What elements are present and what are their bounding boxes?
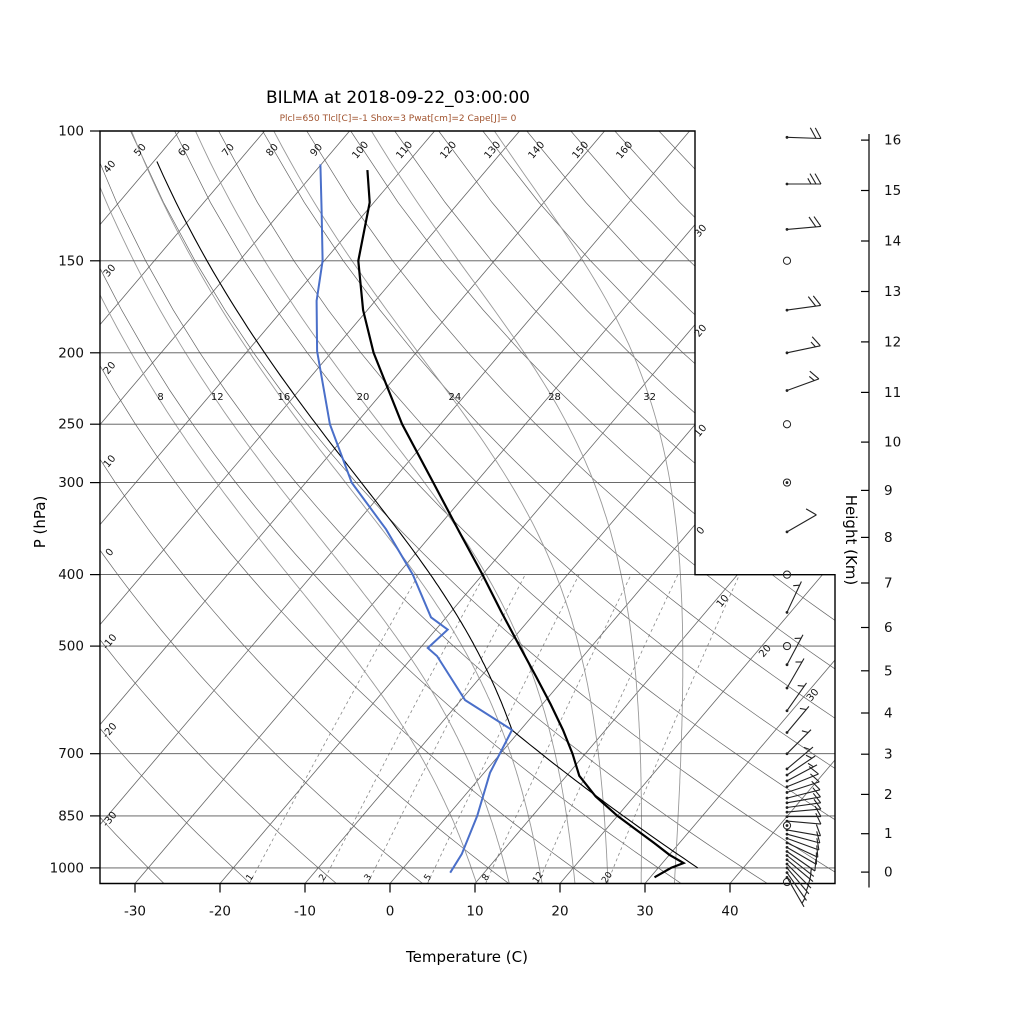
svg-text:30: 30 [805,687,822,704]
svg-text:3: 3 [884,747,893,763]
svg-text:15: 15 [884,183,901,199]
svg-text:20: 20 [757,643,774,660]
svg-text:120: 120 [438,140,459,162]
svg-text:20: 20 [102,360,119,377]
svg-text:12: 12 [884,334,901,350]
svg-text:-30: -30 [101,810,120,830]
svg-text:11: 11 [884,385,901,401]
svg-text:-10: -10 [294,904,316,920]
svg-text:0: 0 [104,547,117,559]
svg-text:70: 70 [220,142,237,159]
mixing-ratio-lines [249,574,740,884]
svg-text:-20: -20 [209,904,231,920]
svg-text:10: 10 [715,593,732,610]
plot-border [99,130,836,885]
svg-text:1: 1 [884,826,893,842]
dewpoint-curve [315,164,514,874]
svg-text:-10: -10 [101,632,120,652]
svg-text:0: 0 [695,525,708,537]
temperature-curve [357,170,687,879]
svg-text:1000: 1000 [50,860,84,876]
svg-text:-30: -30 [124,904,146,920]
svg-text:6: 6 [884,620,893,636]
svg-text:40: 40 [721,904,738,920]
svg-text:28: 28 [548,392,561,403]
svg-text:7: 7 [884,576,893,592]
isotherm-lines [100,131,835,884]
pressure-gridlines [100,131,835,869]
chart-title: BILMA at 2018-09-22_03:00:00 [266,88,530,108]
svg-text:0: 0 [386,904,395,920]
sounding-parameters: Plcl=650 Tlcl[C]=-1 Shox=3 Pwat[cm]=2 Ca… [279,114,517,124]
svg-text:150: 150 [58,253,84,269]
svg-text:8: 8 [884,530,893,546]
svg-text:130: 130 [483,140,504,162]
svg-text:5: 5 [884,663,893,679]
svg-text:14: 14 [884,234,901,250]
svg-text:400: 400 [58,567,84,583]
svg-text:50: 50 [132,142,149,159]
svg-text:3: 3 [363,873,374,883]
svg-text:20: 20 [357,392,370,403]
temperature-axis-label: Temperature (C) [406,948,528,966]
svg-text:2: 2 [884,787,893,803]
svg-text:16: 16 [884,133,901,149]
svg-text:140: 140 [527,140,548,162]
svg-text:100: 100 [58,124,84,140]
svg-text:-20: -20 [101,721,120,741]
svg-text:5: 5 [423,873,434,883]
pressure-axis-label: P (hPa) [31,495,49,549]
svg-text:100: 100 [350,140,371,162]
svg-text:500: 500 [58,639,84,655]
sounding-profiles [156,161,699,879]
svg-text:24: 24 [449,392,462,403]
wind-barbs-column [782,127,822,908]
svg-text:10: 10 [102,453,119,470]
svg-text:1: 1 [245,873,256,883]
svg-text:9: 9 [884,483,893,499]
grid-labels: 50 60 70 80 90 100 110 120 130 140 150 160403020100… [101,140,822,886]
svg-text:850: 850 [58,808,84,824]
svg-text:30: 30 [636,904,653,920]
svg-text:16: 16 [278,392,291,403]
svg-text:4: 4 [884,706,893,722]
svg-text:20: 20 [551,904,568,920]
parcel-curve [156,161,699,869]
svg-text:80: 80 [264,142,281,159]
svg-text:60: 60 [176,142,193,159]
height-axis-label: Height (Km) [842,494,860,586]
svg-text:8: 8 [157,392,163,403]
svg-text:0: 0 [884,865,893,881]
svg-text:12: 12 [211,392,224,403]
svg-text:13: 13 [884,284,901,300]
svg-text:32: 32 [643,392,656,403]
moist-adiabat-lines [100,131,684,884]
svg-text:250: 250 [58,417,84,433]
svg-text:700: 700 [58,746,84,762]
svg-text:10: 10 [466,904,483,920]
svg-text:8: 8 [481,872,493,883]
svg-text:200: 200 [58,345,84,361]
svg-text:10: 10 [884,435,901,451]
dry-adiabat-lines [100,131,835,884]
svg-text:2: 2 [318,873,329,883]
svg-text:300: 300 [58,475,84,491]
